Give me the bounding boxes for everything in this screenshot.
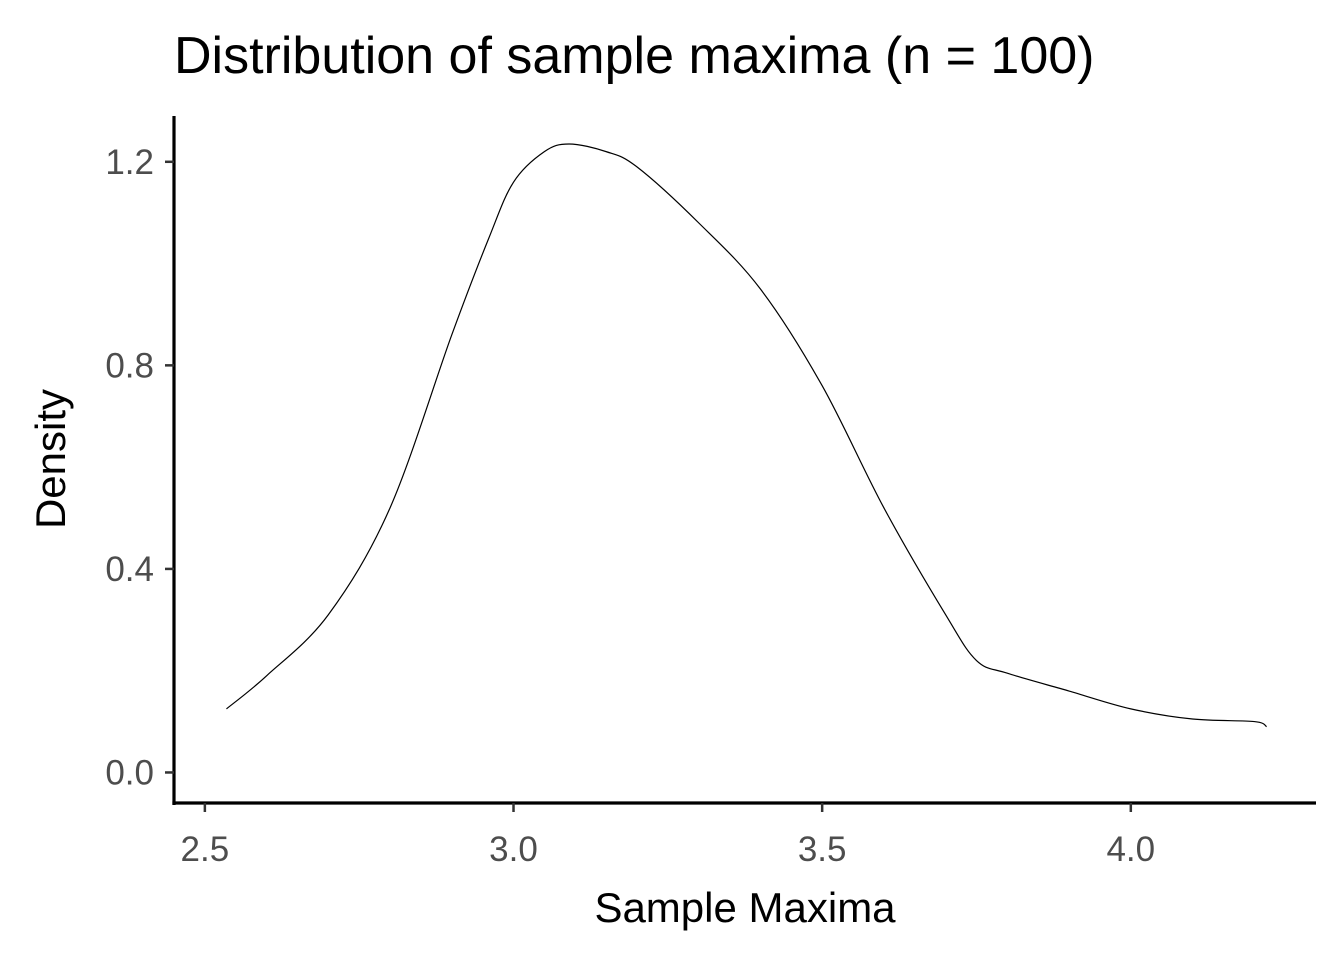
y-tick-label: 0.8 bbox=[105, 346, 154, 385]
y-axis-ticks: 0.0 0.4 0.8 1.2 bbox=[105, 143, 174, 792]
x-axis-ticks: 2.5 3.0 3.5 4.0 bbox=[181, 803, 1155, 869]
density-curve bbox=[226, 143, 1267, 728]
plot-area bbox=[226, 143, 1267, 728]
x-tick-label: 4.0 bbox=[1106, 830, 1155, 869]
x-axis-label: Sample Maxima bbox=[594, 884, 896, 931]
y-axis-label: Density bbox=[27, 389, 74, 529]
x-tick-label: 2.5 bbox=[181, 830, 230, 869]
y-tick-label: 0.4 bbox=[105, 550, 154, 589]
x-tick-label: 3.0 bbox=[489, 830, 538, 869]
y-tick-label: 1.2 bbox=[105, 143, 154, 182]
chart-title: Distribution of sample maxima (n = 100) bbox=[174, 27, 1095, 85]
y-tick-label: 0.0 bbox=[105, 753, 154, 792]
x-tick-label: 3.5 bbox=[798, 830, 847, 869]
